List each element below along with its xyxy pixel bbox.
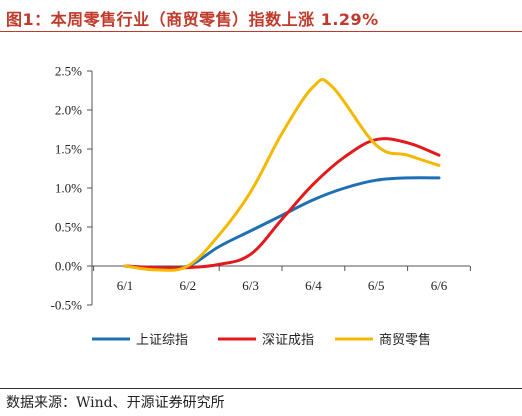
y-tick-label: -0.5% [51,298,83,313]
x-tick-label: 6/2 [179,278,196,293]
y-tick-label: 0.0% [55,259,82,274]
y-tick-label: 2.5% [55,64,82,79]
source-note: 数据来源：Wind、开源证券研究所 [6,395,225,411]
y-tick-label: 2.0% [55,103,82,118]
chart-title: 图1：本周零售行业（商贸零售）指数上涨 1.29% [6,10,379,29]
line-chart: 2.5% 2.0% 1.5% 1.0% 0.5% 0.0% -0.5% 6/1 6/2 6/3 6/… [51,64,471,348]
y-tick-label: 0.5% [55,220,82,235]
series-line-1 [123,176,441,270]
title-divider [0,31,522,32]
source-divider [0,388,522,389]
chart-series [123,78,441,272]
legend-label-1: 上证综指 [136,333,188,348]
x-tick-label: 6/3 [242,278,259,293]
series-line-2 [123,137,441,270]
x-tick-label: 6/4 [305,278,322,293]
legend-label-3: 商贸零售 [379,332,431,348]
x-tick-label: 6/1 [117,278,134,293]
legend-label-2: 深证成指 [262,333,314,348]
y-tick-label: 1.5% [55,142,82,157]
x-tick-label: 6/6 [431,278,448,293]
x-tick-label: 6/5 [368,278,385,293]
chart-legend: 上证综指 深证成指 商贸零售 [92,332,431,348]
y-tick-label: 1.0% [55,181,82,196]
series-line-3 [123,78,441,272]
chart-axes: 2.5% 2.0% 1.5% 1.0% 0.5% 0.0% -0.5% 6/1 6/2 6/3 6/… [51,64,471,313]
